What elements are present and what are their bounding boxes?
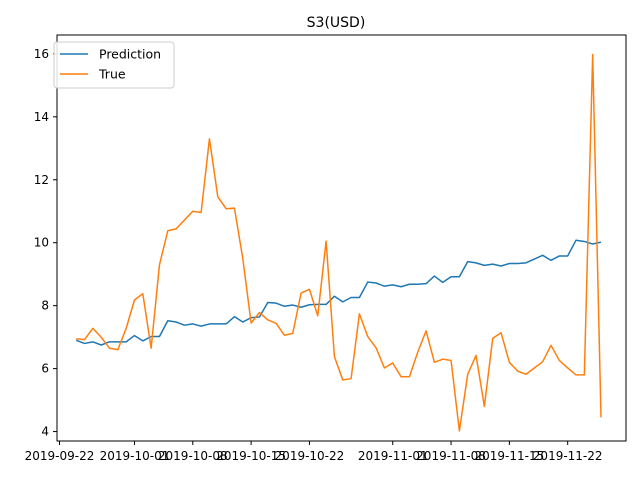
x-axis: 2019-09-22 2019-10-012019-10-082019-10-15…	[25, 441, 603, 463]
y-axis: 4 6 8 10 12 14 16	[34, 47, 57, 439]
x-tick-label: 2019-11-01	[358, 449, 428, 463]
y-tick-label: 4	[41, 425, 49, 439]
x-tick-label: 2019-09-22	[25, 449, 95, 463]
y-tick-label: 8	[41, 299, 49, 313]
legend: Prediction True	[53, 41, 175, 89]
chart-title: S3(USD)	[307, 15, 366, 31]
x-tick-label: 2019-10-01	[100, 449, 170, 463]
x-tick-label: 2019-11-22	[533, 449, 603, 463]
x-tick-label: 2019-10-15	[216, 449, 286, 463]
series-line-true	[76, 53, 602, 432]
series-layer	[75, 53, 602, 432]
y-tick-label: 12	[34, 173, 49, 187]
series-line-prediction	[75, 239, 602, 346]
y-tick-label: 14	[34, 110, 49, 124]
y-tick-label: 10	[34, 236, 49, 250]
y-tick-label: 6	[41, 362, 49, 376]
x-tick-label: 2019-11-15	[474, 449, 544, 463]
legend-label: Prediction	[99, 47, 161, 62]
plot-frame	[56, 34, 627, 442]
x-tick-label: 2019-10-08	[158, 449, 228, 463]
x-tick-label: 2019-10-22	[275, 449, 345, 463]
x-tick-label: 2019-11-08	[416, 449, 486, 463]
legend-label: True	[98, 67, 126, 82]
y-tick-label: 16	[34, 47, 49, 61]
plot-area	[56, 34, 627, 442]
